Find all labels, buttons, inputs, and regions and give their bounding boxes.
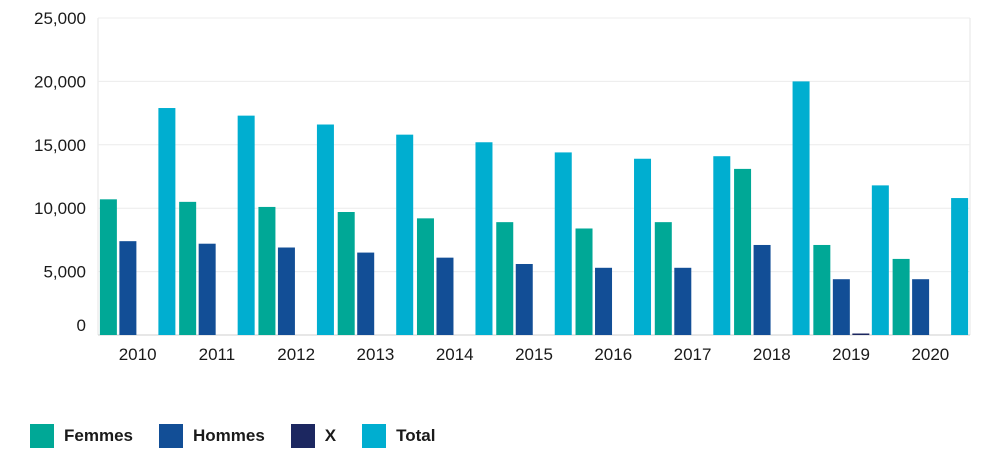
bar-total-2018 bbox=[792, 81, 810, 336]
x-tick-label: 2019 bbox=[832, 345, 870, 364]
chart-legend: Femmes Hommes X Total bbox=[30, 424, 462, 448]
x-tick-label: 2014 bbox=[436, 345, 474, 364]
y-tick-label: 20,000 bbox=[34, 72, 86, 91]
y-tick-label: 0 bbox=[77, 316, 86, 335]
y-axis-ticks: 25,000 20,000 15,000 10,000 5,000 0 bbox=[34, 9, 86, 335]
y-tick-label: 15,000 bbox=[34, 136, 86, 155]
x-tick-label: 2012 bbox=[277, 345, 315, 364]
y-tick-label: 5,000 bbox=[43, 263, 86, 282]
legend-label: X bbox=[324, 426, 337, 445]
legend-item-x: X bbox=[290, 424, 337, 448]
bar-hommes-2011 bbox=[198, 243, 216, 335]
legend-item-hommes: Hommes bbox=[158, 424, 265, 448]
bar-total-2011 bbox=[237, 115, 255, 335]
bar-hommes-2017 bbox=[674, 267, 692, 335]
x-tick-label: 2010 bbox=[119, 345, 157, 364]
chart-bars bbox=[99, 81, 969, 336]
bar-hommes-2020 bbox=[912, 279, 930, 335]
bar-hommes-2012 bbox=[277, 247, 295, 335]
bar-hommes-2016 bbox=[595, 267, 613, 335]
legend-swatch bbox=[30, 424, 54, 448]
x-tick-label: 2011 bbox=[199, 345, 236, 364]
bar-femmes-2013 bbox=[337, 212, 355, 335]
x-tick-label: 2018 bbox=[753, 345, 791, 364]
legend-item-total: Total bbox=[362, 424, 436, 448]
bar-femmes-2014 bbox=[416, 218, 434, 335]
bar-hommes-2018 bbox=[753, 244, 771, 335]
x-tick-label: 2020 bbox=[911, 345, 949, 364]
legend-swatch bbox=[362, 424, 387, 448]
bar-femmes-2016 bbox=[575, 228, 593, 335]
bar-femmes-2020 bbox=[892, 258, 910, 335]
legend-item-femmes: Femmes bbox=[30, 424, 133, 448]
x-tick-label: 2017 bbox=[674, 345, 712, 364]
bar-hommes-2010 bbox=[119, 241, 137, 335]
x-tick-label: 2013 bbox=[357, 345, 395, 364]
bar-total-2017 bbox=[713, 156, 731, 335]
bar-total-2013 bbox=[396, 134, 414, 335]
legend-label: Total bbox=[396, 426, 436, 445]
bar-femmes-2010 bbox=[99, 199, 117, 335]
bar-femmes-2012 bbox=[258, 206, 276, 335]
bar-total-2012 bbox=[316, 124, 334, 336]
bar-femmes-2018 bbox=[734, 168, 752, 335]
bar-hommes-2014 bbox=[436, 257, 454, 335]
bar-total-2010 bbox=[158, 108, 176, 335]
bar-hommes-2013 bbox=[357, 252, 375, 335]
bar-femmes-2019 bbox=[813, 244, 831, 335]
bar-total-2014 bbox=[475, 142, 493, 335]
y-tick-label: 10,000 bbox=[34, 199, 86, 218]
bar-femmes-2017 bbox=[654, 222, 672, 335]
bar-hommes-2019 bbox=[832, 279, 850, 335]
bar-total-2019 bbox=[871, 185, 889, 335]
bar-total-2015 bbox=[554, 152, 572, 335]
bar-hommes-2015 bbox=[515, 263, 533, 335]
x-tick-label: 2015 bbox=[515, 345, 553, 364]
bar-total-2020 bbox=[951, 198, 969, 335]
legend-label: Hommes bbox=[192, 426, 265, 445]
legend-swatch bbox=[158, 424, 183, 448]
bar-total-2016 bbox=[634, 158, 652, 335]
bar-femmes-2015 bbox=[496, 222, 514, 335]
bar-femmes-2011 bbox=[179, 201, 197, 335]
legend-swatch bbox=[290, 424, 315, 448]
x-tick-label: 2016 bbox=[594, 345, 632, 364]
bar-x-2019 bbox=[852, 333, 870, 335]
y-tick-label: 25,000 bbox=[34, 9, 86, 28]
legend-label: Femmes bbox=[64, 426, 133, 445]
x-axis-ticks: 2010 2011 2012 2013 2014 2015 2016 2017 2018 2019… bbox=[119, 345, 950, 364]
